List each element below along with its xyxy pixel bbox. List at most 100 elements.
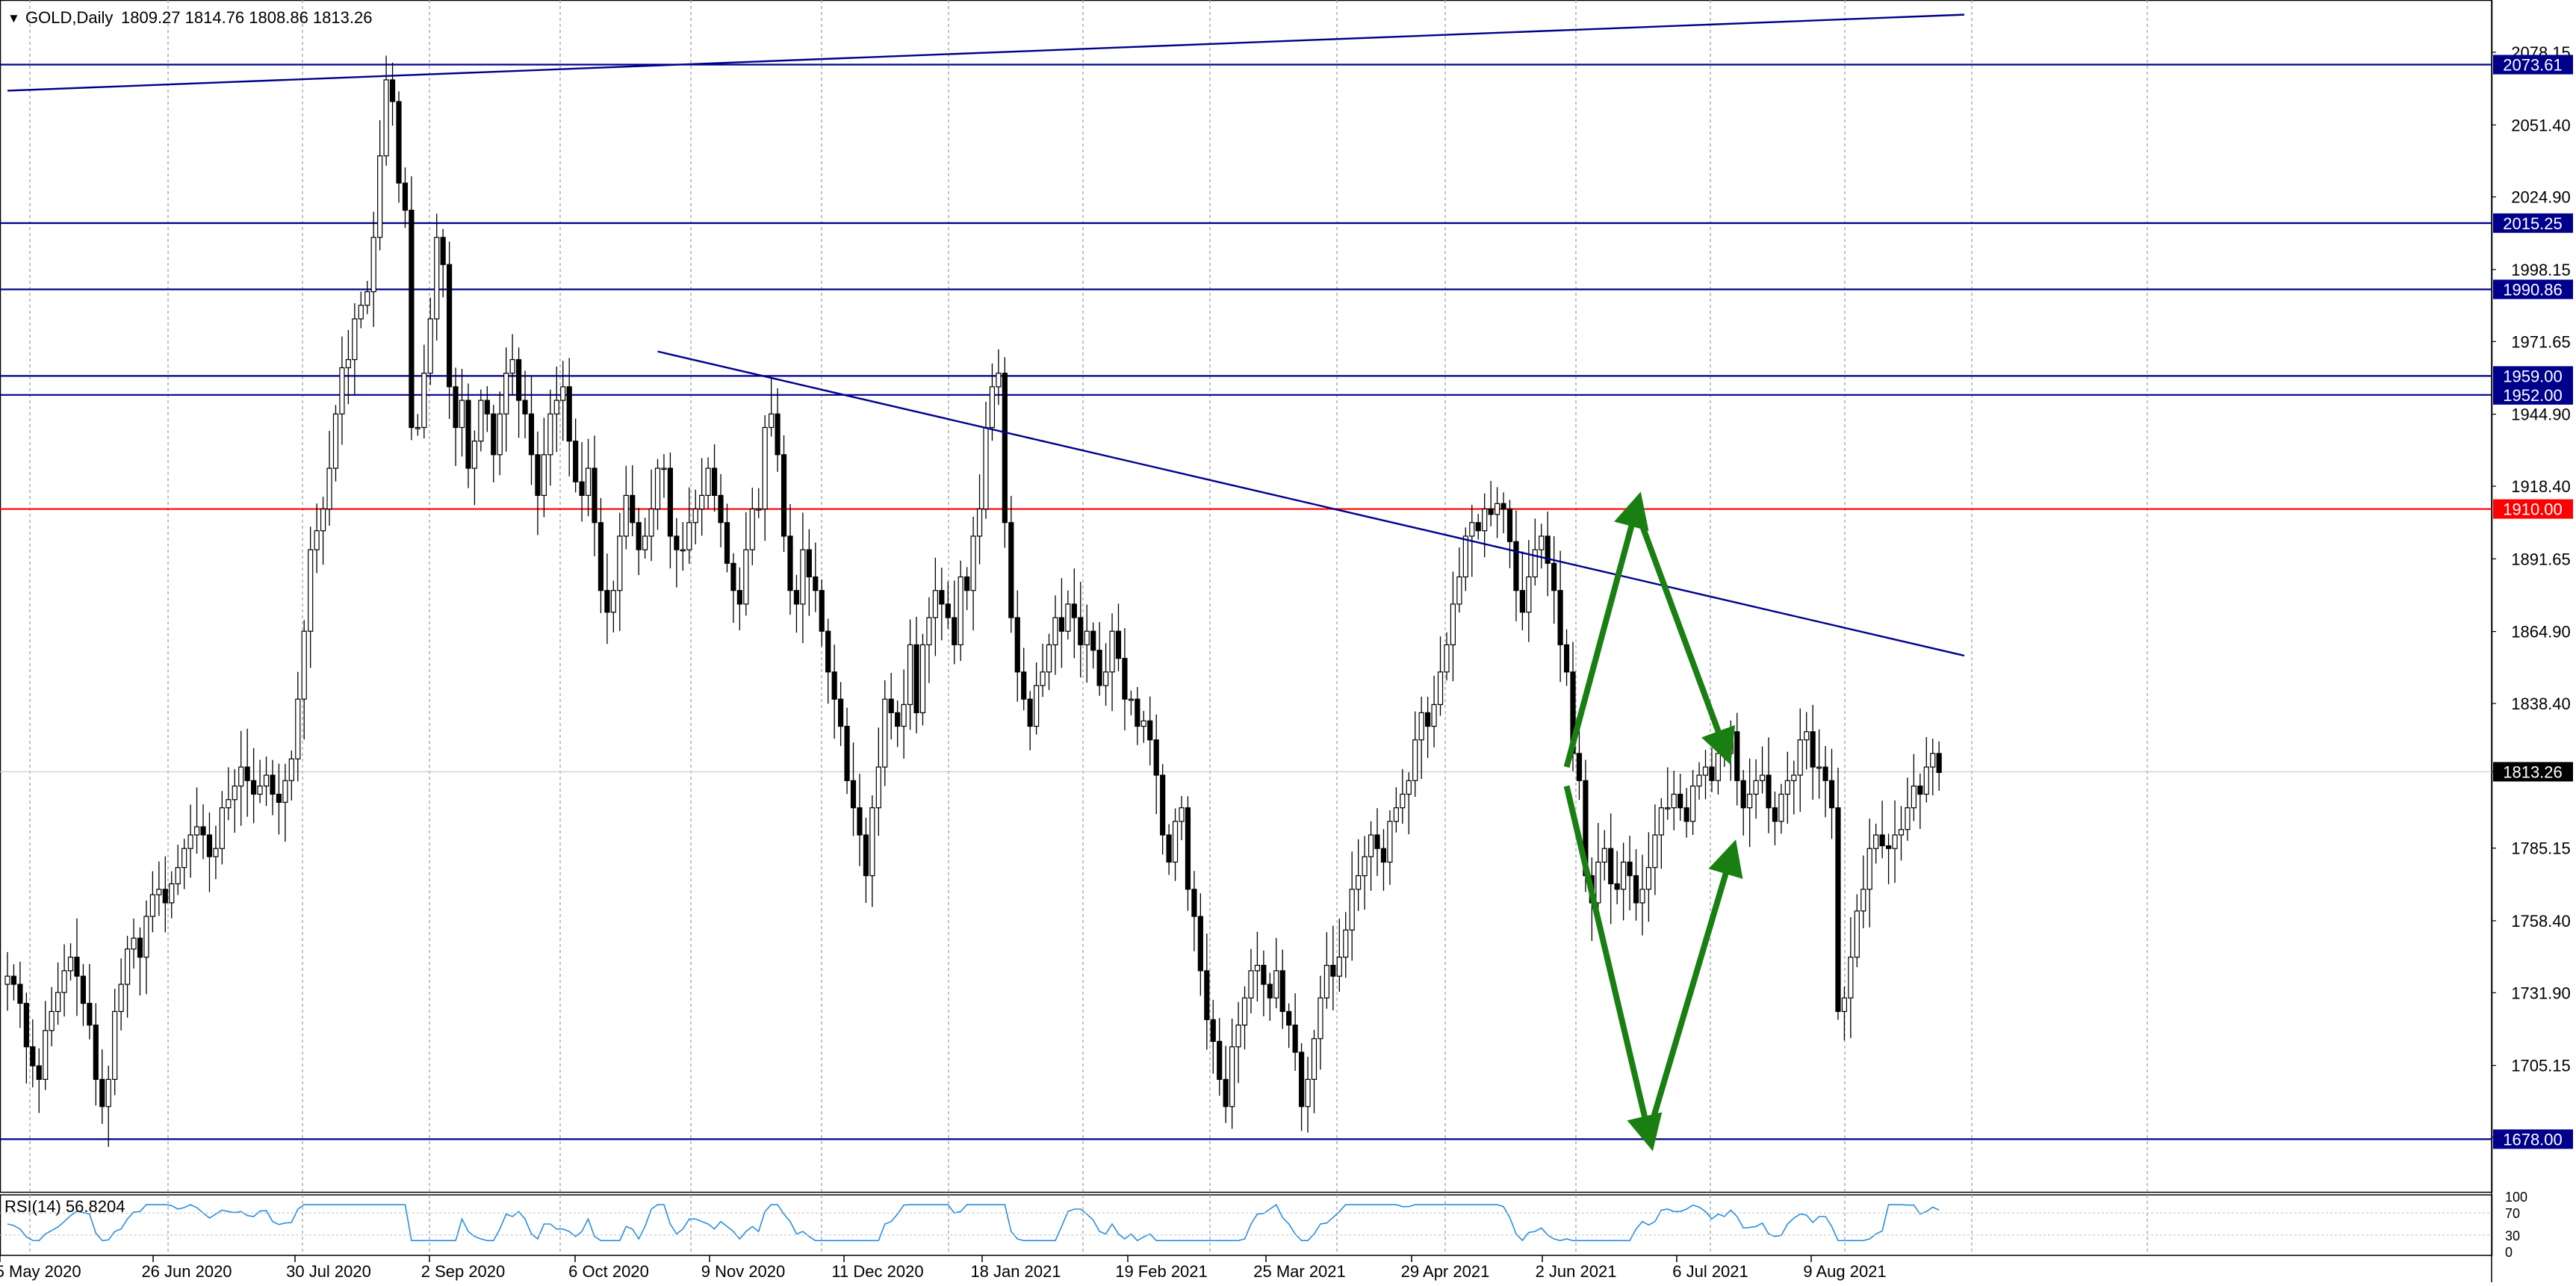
candle-body: [1683, 807, 1689, 822]
y-tick-label: 1998.15: [2511, 261, 2571, 279]
y-tick-label: 1971.65: [2511, 332, 2571, 351]
candle-body: [762, 426, 768, 510]
candle-body: [1349, 889, 1355, 931]
candle-body: [787, 535, 793, 591]
arrow-bearish-up: [1645, 839, 1743, 1135]
candle-body: [509, 358, 515, 374]
projection-arrows: [1563, 491, 1743, 1152]
symbol-label: GOLD,Daily: [25, 8, 113, 27]
candle-body: [478, 400, 484, 442]
candle-body: [592, 468, 598, 524]
candle-body: [1482, 508, 1488, 532]
x-tick-label: 30 Jul 2020: [286, 1262, 371, 1281]
candle-body: [1147, 720, 1153, 741]
candle-body: [4, 975, 10, 985]
candle-body: [1425, 712, 1431, 727]
candle-body: [1923, 766, 1929, 795]
candle-body: [1671, 793, 1677, 809]
candle-body: [1248, 970, 1254, 998]
candle-body: [661, 468, 667, 470]
y-tick-label: 1705.15: [2511, 1057, 2571, 1075]
candle-body: [1835, 807, 1841, 1013]
x-tick-label: 6 Jul 2021: [1672, 1262, 1748, 1281]
rsi-tick-label: 100: [2505, 1190, 2527, 1205]
trendline-upper-channel: [7, 13, 1965, 92]
candle-body: [1677, 793, 1683, 809]
price-tag-bg: [2493, 385, 2573, 405]
candle-body: [389, 79, 396, 102]
candle-body: [1898, 829, 1905, 836]
candle-body: [1930, 753, 1936, 768]
price-tag: 2073.61: [2503, 56, 2563, 75]
candle-body: [1633, 875, 1639, 904]
price-tag: 2015.25: [2503, 214, 2563, 233]
candle-body: [43, 1030, 49, 1080]
candle-body: [535, 454, 541, 496]
candle-body: [1469, 522, 1475, 537]
candle-body: [1128, 698, 1134, 701]
candle-body: [383, 79, 389, 157]
candle-body: [1014, 617, 1020, 673]
candle-body: [743, 549, 749, 605]
menu-arrow-icon[interactable]: ▼: [7, 11, 20, 25]
candle-body: [1210, 1019, 1216, 1043]
candle-body: [1052, 617, 1058, 646]
candle-body: [1305, 1078, 1311, 1108]
candle-body: [1645, 867, 1652, 890]
candle-body: [149, 894, 155, 917]
candle-body: [124, 948, 131, 985]
candle-body: [654, 468, 661, 510]
candle-body: [1456, 576, 1462, 605]
candle-body: [976, 508, 983, 537]
candle-body: [1393, 807, 1399, 822]
x-tick-label: 11 Dec 2020: [831, 1262, 923, 1281]
candle-body: [1753, 780, 1759, 795]
candle-body: [541, 454, 547, 496]
candle-body: [780, 454, 787, 537]
candle-body: [1841, 997, 1848, 1013]
trendlines: [7, 13, 1965, 657]
candle-body: [453, 386, 459, 429]
candle-body: [282, 780, 288, 803]
candle-body: [497, 413, 503, 456]
candle-body: [345, 358, 351, 369]
candle-body: [617, 535, 623, 591]
candle-body: [1115, 630, 1122, 659]
candle-body: [1772, 807, 1778, 822]
candle-body: [288, 758, 294, 781]
candle-body: [1078, 617, 1084, 646]
arrow-bullish-down: [1633, 508, 1736, 765]
candle-body: [1343, 929, 1349, 958]
price-tag-bg: [2493, 499, 2573, 519]
x-tick-label: 9 Aug 2021: [1803, 1262, 1886, 1281]
candle-body: [484, 400, 490, 414]
candle-body: [1621, 861, 1627, 890]
candle-body: [1090, 630, 1096, 651]
y-tick-label: 1731.90: [2511, 984, 2571, 1002]
x-tick-label: 9 Nov 2020: [701, 1262, 786, 1281]
candle-body: [1235, 1025, 1241, 1048]
candle-body: [1860, 889, 1866, 912]
candle-body: [1766, 774, 1772, 809]
time-axis: 25 May 2020 26 Jun 2020 30 Jul 2020 2 Sep 2…: [0, 1255, 1887, 1281]
candle-body: [105, 1078, 111, 1108]
candle-body: [1336, 957, 1342, 977]
candle-body: [1828, 780, 1835, 809]
arrow-bearish-down: [1563, 785, 1663, 1152]
candle-body: [705, 468, 711, 496]
candle-body: [775, 413, 780, 456]
candle-body: [560, 386, 566, 401]
candle-body: [1601, 848, 1607, 863]
candle-body: [1791, 774, 1797, 781]
candle-body: [1058, 617, 1065, 632]
candle-body: [1362, 856, 1368, 877]
price-tag-bg: [2493, 279, 2573, 299]
candle-body: [1102, 671, 1109, 686]
candle-body: [718, 494, 724, 524]
candle-body: [850, 780, 857, 809]
candle-body: [1936, 753, 1942, 773]
candle-body: [585, 468, 592, 496]
candle-body: [402, 182, 409, 211]
